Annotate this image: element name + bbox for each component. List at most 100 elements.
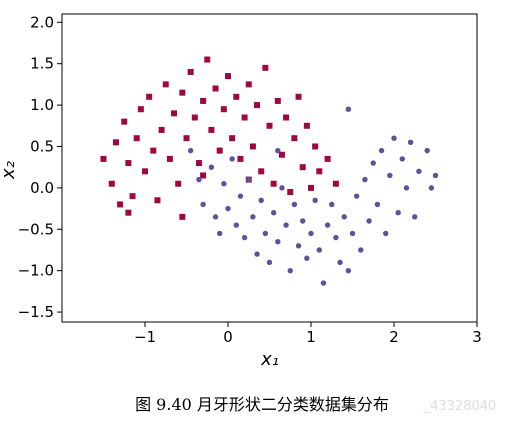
- point: [274, 97, 281, 104]
- watermark: _43328040: [423, 399, 497, 414]
- point: [383, 230, 389, 237]
- point: [399, 156, 405, 162]
- point: [266, 122, 273, 129]
- point: [208, 126, 215, 133]
- point: [246, 176, 252, 183]
- point: [245, 81, 252, 88]
- point: [316, 168, 323, 175]
- point: [287, 267, 293, 274]
- point: [237, 193, 244, 199]
- point: [341, 214, 347, 220]
- y-tick-label: −0.5: [18, 220, 54, 238]
- point: [200, 201, 206, 208]
- x-tick-label: 2: [389, 328, 399, 346]
- point: [200, 172, 207, 179]
- point: [353, 193, 360, 199]
- point: [374, 201, 381, 208]
- point: [212, 214, 219, 220]
- point: [225, 73, 231, 80]
- point: [175, 180, 182, 187]
- point: [171, 110, 178, 117]
- y-tick-label: 1.0: [30, 96, 54, 114]
- point: [225, 205, 231, 212]
- point: [345, 106, 352, 112]
- x-tick-label: 1: [306, 328, 316, 346]
- point: [208, 164, 215, 170]
- point: [146, 93, 153, 100]
- point: [249, 143, 256, 150]
- point: [262, 64, 269, 71]
- point: [345, 267, 352, 274]
- point: [395, 210, 401, 216]
- point: [217, 230, 223, 237]
- point: [303, 122, 310, 129]
- point: [324, 222, 331, 228]
- plot-frame: [61, 13, 478, 323]
- point: [258, 197, 264, 203]
- point: [283, 114, 290, 121]
- x-tick-label: 3: [472, 328, 482, 346]
- point: [258, 168, 265, 175]
- y-tick-label: −1.0: [18, 262, 54, 280]
- point: [358, 247, 364, 253]
- point: [407, 139, 414, 146]
- point: [254, 102, 261, 109]
- point: [100, 155, 107, 162]
- point: [212, 85, 219, 92]
- point: [391, 135, 397, 141]
- point: [254, 251, 260, 257]
- y-tick-label: −1.5: [18, 303, 54, 321]
- point: [216, 147, 223, 154]
- point: [250, 214, 256, 220]
- point: [295, 243, 302, 249]
- point: [179, 89, 186, 96]
- point: [308, 184, 314, 191]
- point: [237, 155, 244, 162]
- point: [304, 255, 310, 261]
- point: [133, 135, 140, 142]
- point: [312, 143, 319, 150]
- point: [125, 209, 132, 216]
- point: [300, 218, 306, 224]
- point: [295, 93, 302, 100]
- point: [137, 106, 144, 113]
- point: [191, 114, 198, 121]
- y-tick-label: 0.0: [30, 179, 54, 197]
- point: [320, 280, 327, 286]
- point: [183, 135, 190, 142]
- point: [278, 151, 285, 158]
- point: [200, 97, 207, 104]
- point: [129, 193, 136, 200]
- point: [316, 247, 322, 253]
- point: [162, 81, 169, 88]
- point: [166, 155, 173, 162]
- point: [158, 126, 165, 133]
- point: [279, 185, 285, 191]
- point: [387, 172, 393, 179]
- x-axis-label: x₁: [260, 349, 279, 370]
- point: [324, 155, 331, 162]
- point: [370, 160, 376, 166]
- point: [262, 230, 269, 237]
- point: [179, 213, 186, 220]
- point: [125, 160, 132, 167]
- point: [229, 135, 236, 142]
- point: [287, 189, 294, 196]
- point: [403, 185, 410, 191]
- point: [204, 56, 211, 63]
- point: [241, 114, 248, 121]
- point: [187, 68, 194, 75]
- point: [432, 172, 439, 179]
- point: [308, 230, 314, 237]
- point: [366, 218, 372, 224]
- y-tick-label: 1.5: [30, 55, 54, 73]
- point: [220, 106, 227, 113]
- point: [195, 160, 202, 167]
- point: [241, 234, 248, 241]
- point: [412, 214, 418, 220]
- point: [337, 259, 343, 266]
- point: [229, 156, 235, 162]
- point: [187, 147, 194, 154]
- point: [362, 176, 368, 183]
